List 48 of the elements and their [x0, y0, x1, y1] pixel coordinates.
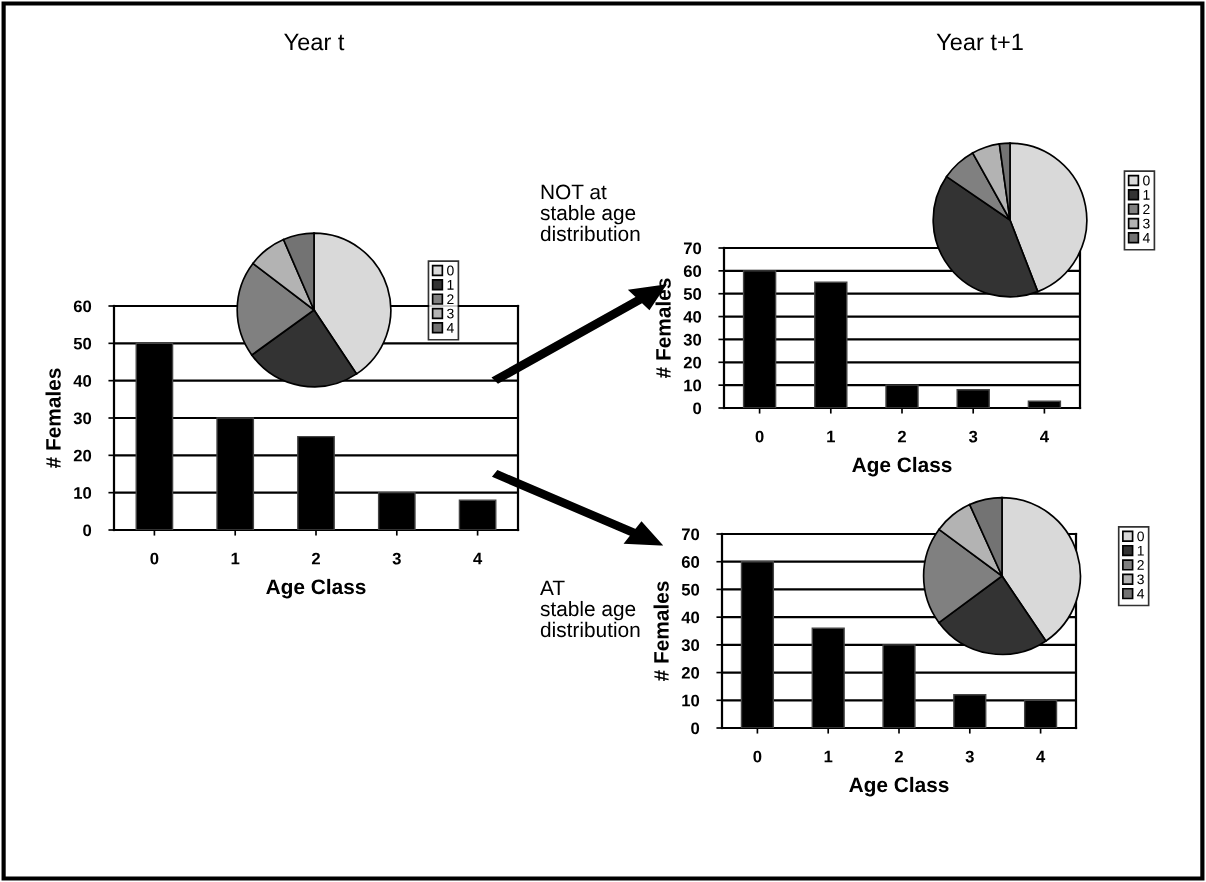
y-tick-label: 60: [73, 300, 92, 313]
x-tick-label: 1: [824, 750, 833, 763]
y-tick-label: 20: [681, 666, 700, 679]
y-tick-label: 50: [681, 583, 700, 596]
x-tick-label: 1: [231, 552, 240, 565]
y-tick-label: 10: [74, 487, 92, 499]
x-tick-label: 2: [894, 750, 903, 763]
y-tick-label: 60: [683, 265, 702, 278]
y-tick-label: 70: [683, 242, 702, 255]
y-axis-title: # Females: [45, 368, 61, 469]
y-axis-title: # Females: [655, 278, 671, 379]
x-tick-label: 3: [968, 430, 978, 443]
y-tick-label: 50: [683, 288, 702, 300]
y-tick-label: 40: [683, 310, 702, 323]
x-axis-title: Age Class: [266, 578, 366, 599]
y-tick-label: 70: [681, 528, 700, 541]
y-tick-label: 10: [682, 694, 700, 707]
x-tick-label: 3: [392, 552, 401, 565]
x-tick-label: 0: [753, 750, 762, 763]
x-tick-label: 2: [311, 552, 320, 565]
x-tick-label: 4: [473, 552, 483, 565]
y-tick-label: 50: [73, 337, 92, 350]
x-axis-title: Age Class: [849, 776, 949, 797]
text: NOT at stable age distribution: [540, 184, 640, 242]
y-tick-label: 30: [73, 412, 92, 425]
y-tick-label: 40: [73, 375, 92, 387]
x-tick-label: 0: [150, 552, 159, 565]
y-tick-label: 30: [683, 333, 702, 346]
x-tick-label: 4: [1036, 750, 1046, 763]
chart-title: Year t+1: [936, 33, 1023, 51]
x-axis-title: Age Class: [852, 456, 952, 477]
x-tick-label: 2: [897, 430, 906, 443]
y-tick-label: 10: [684, 379, 702, 392]
y-tick-label: 30: [681, 639, 700, 652]
chart-title: Year t: [284, 33, 345, 51]
y-axis-title: # Females: [653, 581, 669, 682]
text: AT stable age distribution: [540, 580, 640, 638]
y-tick-label: 20: [73, 449, 92, 462]
y-tick-label: 20: [683, 356, 702, 369]
x-tick-label: 4: [1040, 430, 1049, 443]
y-tick-label: 60: [681, 556, 700, 568]
y-tick-label: 0: [693, 402, 702, 415]
x-tick-label: 0: [755, 430, 764, 443]
y-tick-label: 40: [681, 611, 700, 624]
y-tick-label: 0: [691, 722, 700, 735]
x-tick-label: 1: [827, 430, 835, 443]
y-tick-label: 0: [83, 524, 92, 537]
x-tick-label: 3: [965, 750, 974, 763]
